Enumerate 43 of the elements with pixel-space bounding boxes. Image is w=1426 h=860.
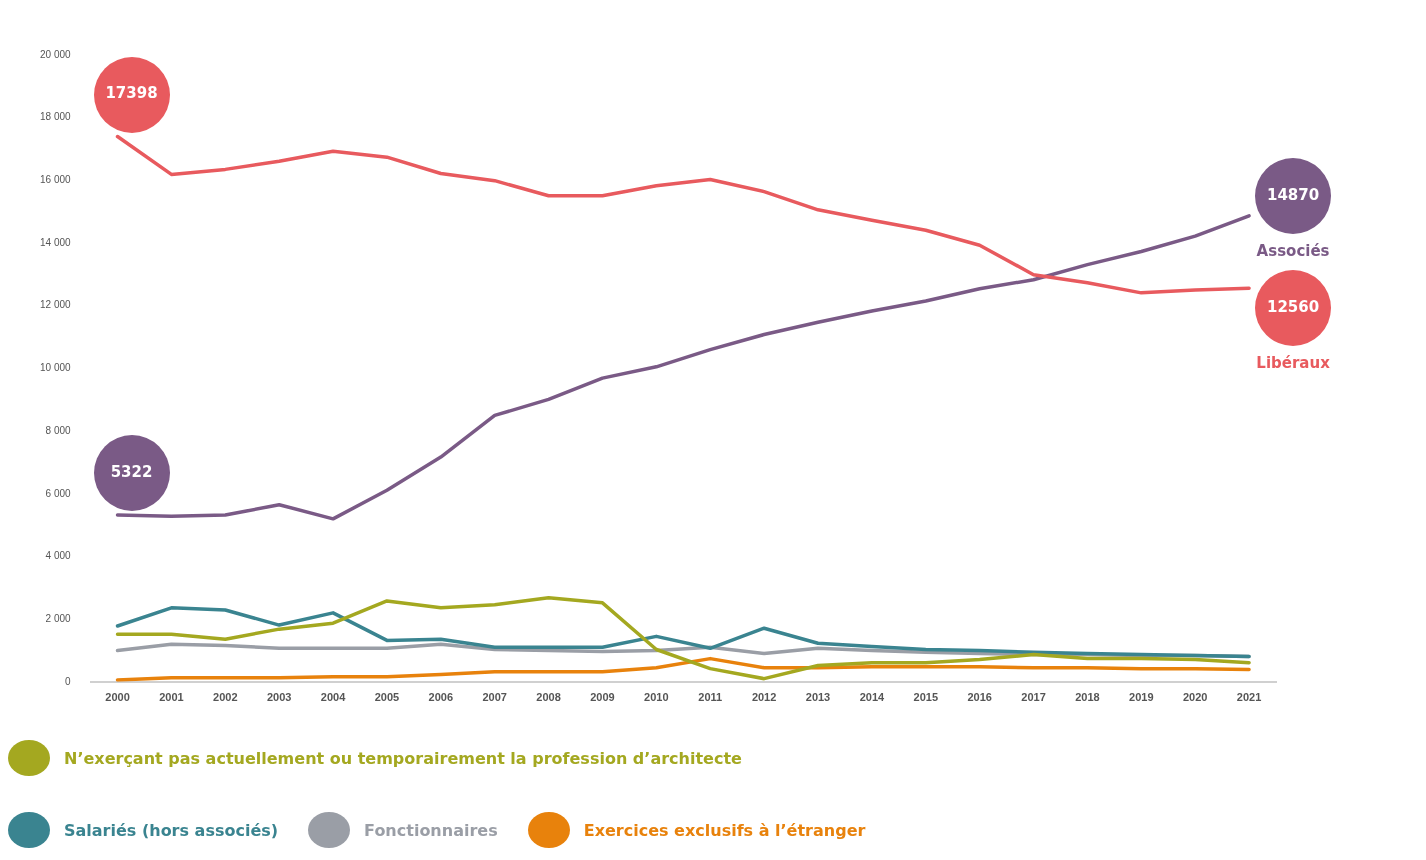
legend-label: Salariés (hors associés) [64,820,279,840]
x-tick-label: 2010 [644,691,669,704]
y-tick-label: 0 [65,675,72,687]
data-label: 12560 [1266,297,1320,316]
x-tick-label: 2012 [751,691,777,704]
x-tick-label: 2019 [1129,691,1154,704]
x-tick-label: 2005 [374,691,400,704]
x-tick-label: 2000 [105,691,130,704]
x-tick-label: 2003 [266,691,292,704]
legend-label: Fonctionnaires [364,820,498,840]
x-tick-label: 2007 [482,691,507,704]
data-label: 14870 [1266,185,1320,204]
x-tick-label: 2011 [698,691,723,704]
text: Libéraux [1256,353,1331,372]
x-tick-label: 2008 [536,691,561,704]
x-tick-label: 2009 [590,691,615,704]
x-tick-label: 2016 [967,691,992,704]
x-tick-label: 2017 [1021,691,1046,704]
x-tick-label: 2013 [805,691,831,704]
x-tick-label: 2018 [1075,691,1100,704]
x-tick-label: 2006 [428,691,454,704]
x-tick-label: 2021 [1236,691,1262,704]
x-tick-label: 2002 [213,691,238,704]
y-tick-label: 18 000 [39,111,72,123]
y-tick-label: 6 000 [45,487,72,499]
y-tick-label: 14 000 [39,236,72,248]
y-tick-label: 10 000 [39,362,72,374]
y-tick-label: 8 000 [45,424,72,436]
y-tick-label: 16 000 [39,174,72,186]
y-tick-label: 20 000 [39,48,72,60]
x-tick-label: 2004 [320,691,347,704]
y-tick-label: 12 000 [39,299,72,311]
series-label: Associés [1256,241,1330,260]
y-tick-label: 4 000 [45,550,72,562]
data-label: 17398 [105,84,158,103]
legend-label: Exercices exclusifs à l’étranger [583,820,866,840]
x-tick-label: 2015 [913,691,939,704]
data-label: 5322 [110,462,153,481]
x-tick-label: 2001 [159,691,184,704]
x-tick-label: 2020 [1182,691,1208,704]
x-tick-label: 2014 [859,691,885,704]
legend-label: N’exerçant pas actuellement ou temporairement la profession d’architecte [64,748,742,768]
y-tick-label: 2 000 [45,612,72,624]
